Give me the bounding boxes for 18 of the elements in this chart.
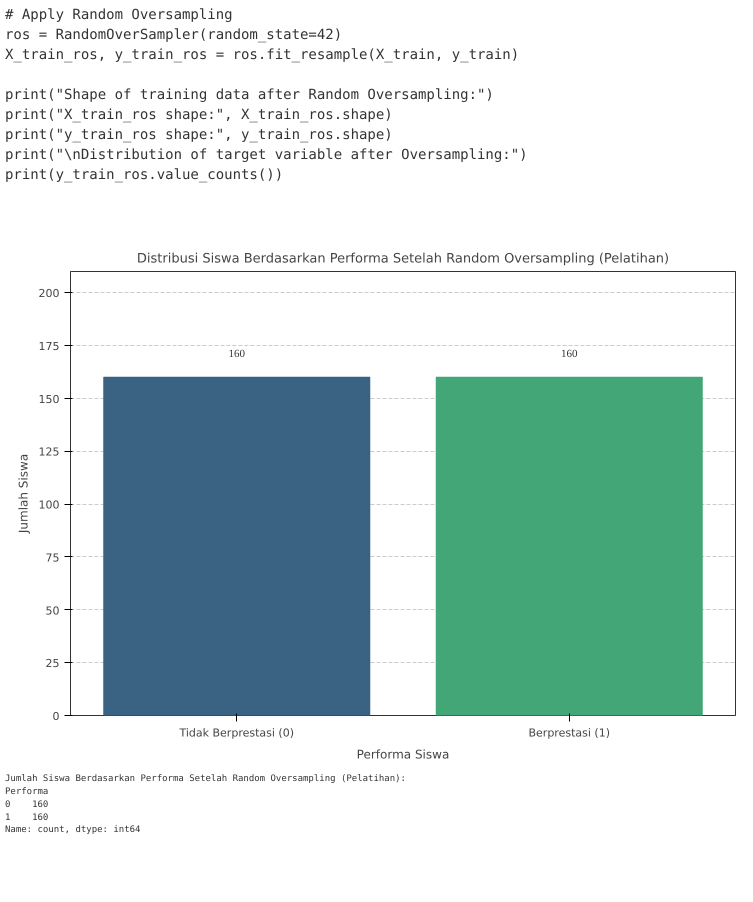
data-label: 160 xyxy=(228,348,246,360)
y-tick-label: 0 xyxy=(52,710,60,723)
x-tick-label: Tidak Berprestasi (0) xyxy=(178,726,294,740)
y-tick-label: 25 xyxy=(46,657,60,670)
x-axis-title: Performa Siswa xyxy=(356,748,450,762)
text: Jumlah Siswa Berdasarkan Performa Setelah Random Oversampling (Pelatihan): Performa 0 160 1 160 Name: count, dtype: int64 xyxy=(5,773,406,838)
y-tick-label: 75 xyxy=(46,551,60,564)
text: # Apply Random Oversampling ros = RandomOverSampler(random_state=42) X_train_ros, y_train_ros = ros.fit_resample(X_train, y_train) print("Shape of training data after Random Oversampling:") print("X_train_ros shape:", X_train_ros.shape) print("y_train_ros shape:", y_train_ros.shape) print("\nDistribution of target variable after Oversampling:") print(y_train_ros.value_counts()) xyxy=(5,7,528,183)
y-tick-label: 50 xyxy=(46,604,60,618)
y-tick-label: 150 xyxy=(38,392,60,406)
chart-title: Distribusi Siswa Berdasarkan Performa Setelah Random Oversampling (Pelatihan) xyxy=(136,252,670,266)
y-tick-label: 200 xyxy=(38,287,60,300)
y-tick-label: 100 xyxy=(38,498,60,512)
y-axis-title: Jumlah Siswa xyxy=(16,454,31,534)
x-tick-label: Berprestasi (1) xyxy=(528,726,610,740)
y-tick-label: 125 xyxy=(38,446,60,459)
y-tick-label: 175 xyxy=(38,340,60,353)
data-label: 160 xyxy=(561,348,578,360)
